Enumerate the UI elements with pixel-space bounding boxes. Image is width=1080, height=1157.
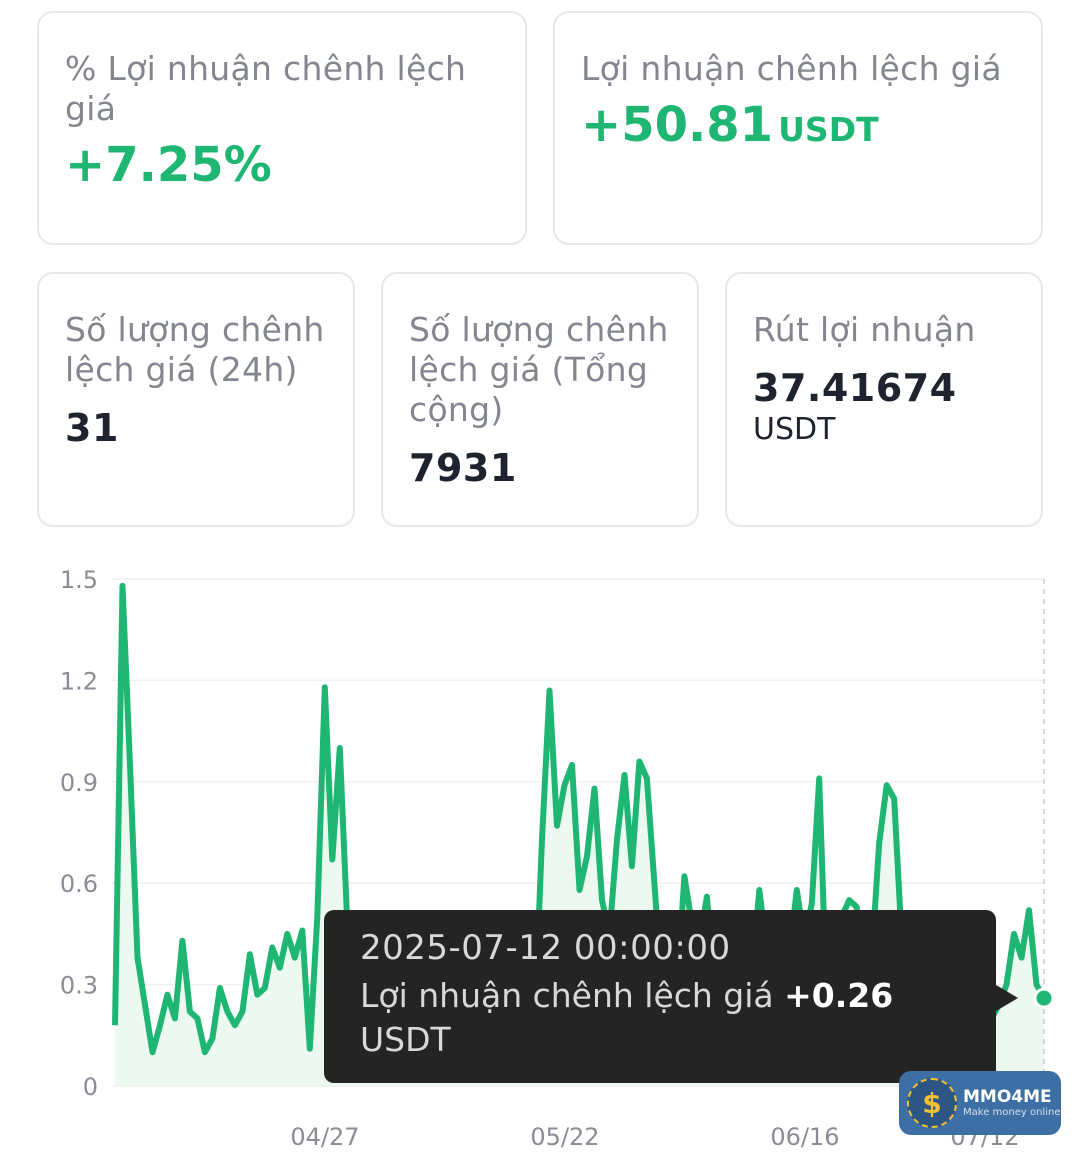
y-tick-label: 0	[83, 1073, 98, 1101]
spread-profit-percent-card: % Lợi nhuận chênh lệch giá +7.25%	[37, 11, 527, 245]
y-tick-label: 1.2	[60, 667, 98, 695]
mmo4me-watermark: $ MMO4ME Make money online	[899, 1071, 1061, 1135]
withdraw-profit-value: 37.41674	[753, 366, 957, 410]
spread-profit-percent-value: +7.25%	[65, 137, 272, 193]
spread-count-total-value: 7931	[409, 446, 517, 490]
dollar-logo-icon: $	[907, 1078, 957, 1128]
spread-count-24h-value: 31	[65, 406, 119, 450]
tooltip-arrow	[996, 985, 1018, 1011]
spread-count-total-title: Số lượng chênh lệch giá (Tổng cộng)	[409, 310, 669, 429]
x-tick-label: 04/27	[290, 1123, 359, 1151]
spread-profit-percent-title: % Lợi nhuận chênh lệch giá	[65, 49, 467, 128]
y-tick-label: 0.9	[60, 769, 98, 797]
chart-x-axis: 04/27 05/22 06/16 07/12	[290, 1123, 1019, 1151]
withdraw-profit-title: Rút lợi nhuận	[753, 310, 976, 349]
tooltip-date: 2025-07-12 00:00:00	[360, 928, 731, 968]
watermark-text: MMO4ME Make money online	[963, 1087, 1060, 1119]
spread-count-total-card: Số lượng chênh lệch giá (Tổng cộng) 7931	[381, 272, 699, 527]
chart-tooltip: 2025-07-12 00:00:00 Lợi nhuận chênh lệch…	[324, 910, 996, 1083]
tooltip-value: +0.26	[784, 976, 894, 1015]
tooltip-label: Lợi nhuận chênh lệch giá	[360, 976, 774, 1015]
chart-y-axis: 0 0.3 0.6 0.9 1.2 1.5	[60, 566, 98, 1101]
spread-profit-value: +50.81	[581, 97, 774, 153]
spread-profit-value-row: +50.81 USDT	[581, 97, 1015, 153]
chart-series-line	[112, 582, 1047, 1073]
watermark-tagline: Make money online	[963, 1107, 1061, 1118]
spread-count-24h-card: Số lượng chênh lệch giá (24h) 31	[37, 272, 355, 527]
tooltip-unit: USDT	[360, 1020, 451, 1059]
withdraw-profit-value-row: 37.41674 USDT	[753, 364, 1015, 447]
watermark-name: MMO4ME	[963, 1087, 1052, 1107]
withdraw-profit-unit: USDT	[753, 412, 836, 447]
spread-count-24h-title: Số lượng chênh lệch giá (24h)	[65, 310, 325, 389]
spread-profit-card: Lợi nhuận chênh lệch giá +50.81 USDT	[553, 11, 1043, 245]
y-tick-label: 1.5	[60, 566, 98, 594]
tooltip-body: Lợi nhuận chênh lệch giá +0.26 USDT	[360, 974, 960, 1062]
x-tick-label: 06/16	[770, 1123, 839, 1151]
withdraw-profit-card: Rút lợi nhuận 37.41674 USDT	[725, 272, 1043, 527]
spread-profit-unit: USDT	[778, 110, 879, 149]
y-tick-label: 0.6	[60, 870, 98, 898]
x-tick-label: 05/22	[530, 1123, 599, 1151]
chart-hover-point[interactable]	[1033, 987, 1055, 1009]
y-tick-label: 0.3	[60, 972, 98, 1000]
spread-profit-title: Lợi nhuận chênh lệch giá	[581, 49, 1002, 88]
